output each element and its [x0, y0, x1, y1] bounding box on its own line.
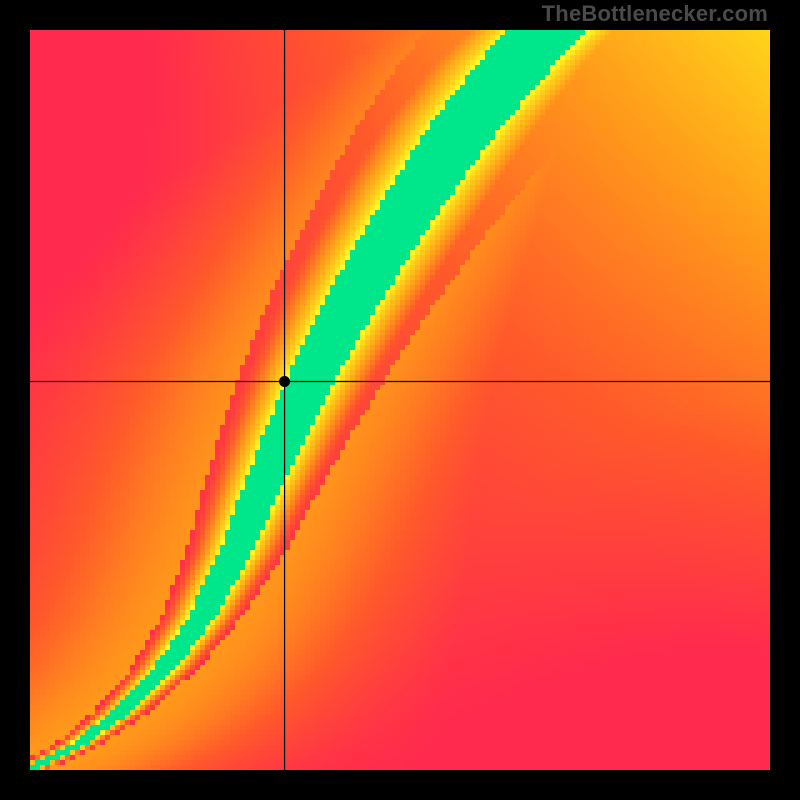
- chart-container: { "watermark": { "text": "TheBottlenecke…: [0, 0, 800, 800]
- heatmap-canvas: [30, 30, 770, 770]
- heatmap-plot: [30, 30, 770, 770]
- watermark-text: TheBottlenecker.com: [542, 1, 768, 27]
